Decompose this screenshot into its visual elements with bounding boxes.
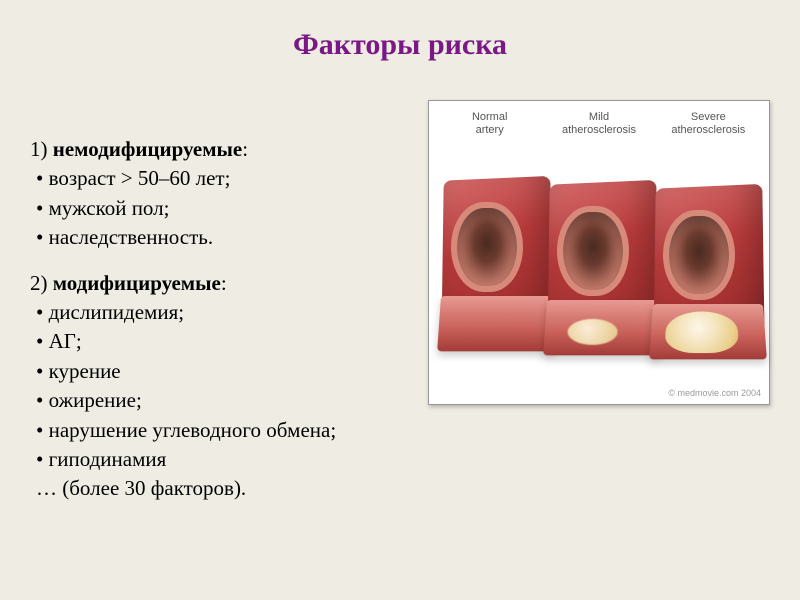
artery-normal	[441, 176, 551, 346]
artery-severe	[653, 184, 763, 354]
group1-item: • мужской пол;	[30, 194, 390, 223]
group2-item: • курение	[30, 357, 390, 386]
group2-num: 2)	[30, 271, 53, 295]
group1-heading: 1) немодифицируемые:	[30, 135, 390, 164]
group2-heading: 2) модифицируемые:	[30, 269, 390, 298]
group2-colon: :	[221, 271, 227, 295]
figure-labels: Normal artery Mild atherosclerosis Sever…	[429, 101, 769, 140]
title-text: Факторы риска	[293, 28, 507, 61]
group2-label: модифицируемые	[53, 271, 221, 295]
figure-credit: © medmovie.com 2004	[668, 388, 761, 398]
group2-item: • ожирение;	[30, 386, 390, 415]
text-content: 1) немодифицируемые: • возраст > 50–60 л…	[30, 135, 390, 504]
group2-more: … (более 30 факторов).	[30, 474, 390, 503]
group2-item: • дислипидемия;	[30, 298, 390, 327]
group1-num: 1)	[30, 137, 53, 161]
figure-label-normal: Normal artery	[436, 111, 544, 136]
figure-body	[435, 140, 763, 380]
artery-mild	[547, 180, 657, 350]
slide-title: Факторы риска	[0, 0, 800, 62]
group2-item: • нарушение углеводного обмена;	[30, 416, 390, 445]
figure-label-severe: Severe atherosclerosis	[654, 111, 762, 136]
group1-item: • наследственность.	[30, 223, 390, 252]
artery-illustration: Normal artery Mild atherosclerosis Sever…	[428, 100, 770, 405]
group1-label: немодифицируемые	[53, 137, 243, 161]
group2-item: • АГ;	[30, 327, 390, 356]
group2-item: • гиподинамия	[30, 445, 390, 474]
figure-label-mild: Mild atherosclerosis	[545, 111, 653, 136]
group1-colon: :	[242, 137, 248, 161]
group1-item: • возраст > 50–60 лет;	[30, 164, 390, 193]
